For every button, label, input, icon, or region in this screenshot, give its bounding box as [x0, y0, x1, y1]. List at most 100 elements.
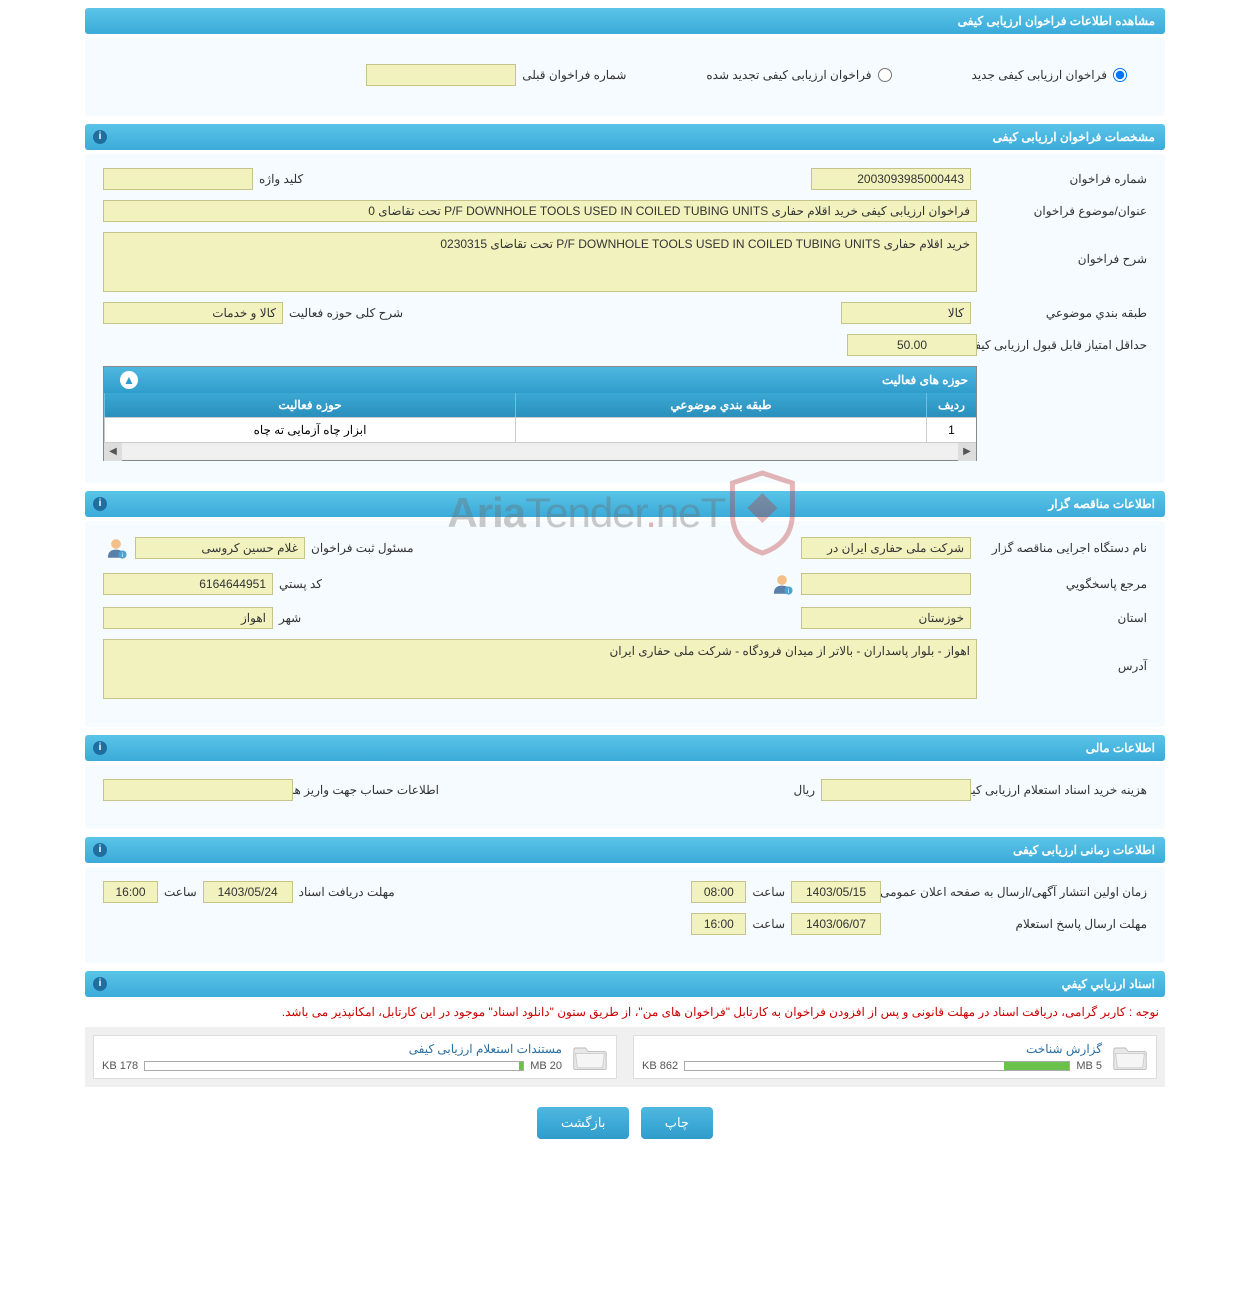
info-icon: i: [93, 843, 107, 857]
category-value: کالا: [841, 302, 971, 324]
subject-value: فراخوان ارزیابی کیفی خرید اقلام حفاری P/…: [103, 200, 977, 222]
address-label: آدرس: [977, 639, 1147, 673]
col-header-row: ردیف: [926, 393, 976, 417]
doc-card[interactable]: گزارش شناخت 5 MB 862 KB: [633, 1035, 1157, 1079]
receive-time: 16:00: [103, 881, 158, 903]
address-value: اهواز - بلوار پاسداران - بالاتر از میدان…: [103, 639, 977, 699]
spec-section-title: مشخصات فراخوان ارزیابی کیفی: [993, 130, 1155, 144]
keyword-value: [103, 168, 253, 190]
doc-title: گزارش شناخت: [642, 1042, 1102, 1056]
receive-date: 1403/05/24: [203, 881, 293, 903]
doc-max-size: 20 MB: [530, 1060, 562, 1072]
postal-label: کد پستي: [279, 577, 322, 591]
fin-section-header: اطلاعات مالی i: [85, 735, 1165, 761]
info-icon: i: [93, 497, 107, 511]
radio-renewed-call[interactable]: [878, 68, 892, 82]
radio-new-label: فراخوان ارزیابی کیفی جدید: [972, 68, 1107, 82]
fin-section-title: اطلاعات مالی: [1086, 741, 1155, 755]
row-category: [515, 417, 926, 442]
table-row: 1 ابزار چاه آزمایی ته چاه: [104, 417, 976, 442]
postal-value: 6164644951: [103, 573, 273, 595]
docs-note: نوجه : کاربر گرامی، دریافت اسناد در مهلت…: [85, 997, 1165, 1027]
time-section-title: اطلاعات زمانی ارزیابی کیفی: [1013, 843, 1155, 857]
publish-time-label: ساعت: [752, 885, 785, 899]
registrar-label: مسئول ثبت فراخوان: [311, 541, 414, 555]
response-time-label: ساعت: [752, 917, 785, 931]
horizontal-scrollbar[interactable]: ▶ ◀: [104, 442, 976, 460]
agency-value: شرکت ملی حفاری ایران در: [801, 537, 971, 559]
publish-date: 1403/05/15: [791, 881, 881, 903]
scope-label: شرح کلی حوزه فعالیت: [289, 306, 403, 320]
time-section-header: اطلاعات زمانی ارزیابی کیفی i: [85, 837, 1165, 863]
user-icon: i: [103, 535, 129, 561]
info-icon: i: [93, 741, 107, 755]
contact-value: [801, 573, 971, 595]
desc-label: شرح فراخوان: [977, 232, 1147, 266]
min-score-label: حداقل امتیاز قابل قبول ارزیابی کیفی: [977, 338, 1147, 352]
publish-time: 08:00: [691, 881, 746, 903]
row-activity: ابزار چاه آزمایی ته چاه: [104, 417, 515, 442]
docs-section-body: نوجه : کاربر گرامی، دریافت اسناد در مهلت…: [85, 997, 1165, 1087]
desc-value: خرید اقلام حفاری P/F DOWNHOLE TOOLS USED…: [103, 232, 977, 292]
account-value: [103, 779, 293, 801]
min-score-value: 50.00: [847, 334, 977, 356]
call-number-value: 2003093985000443: [811, 168, 971, 190]
agency-label: نام دستگاه اجرایی مناقصه گزار: [977, 541, 1147, 555]
fin-section-body: هزینه خرید اسناد استعلام ارزیابی کیفی ري…: [85, 765, 1165, 829]
svg-text:i: i: [788, 588, 789, 595]
call-number-label: شماره فراخوان: [977, 172, 1147, 186]
receive-time-label: ساعت: [164, 885, 197, 899]
radio-renewed-label: فراخوان ارزیابی کیفی تجدید شده: [706, 68, 871, 82]
cost-value: [821, 779, 971, 801]
cost-label: هزینه خرید اسناد استعلام ارزیابی کیفی: [977, 783, 1147, 797]
province-value: خوزستان: [801, 607, 971, 629]
back-button[interactable]: بازگشت: [537, 1107, 629, 1139]
activity-table-title: حوزه های فعالیت: [882, 373, 968, 387]
spec-section-body: شماره فراخوان 2003093985000443 کلید واژه…: [85, 154, 1165, 483]
progress-bar: [684, 1061, 1070, 1071]
scope-value: کالا و خدمات: [103, 302, 283, 324]
info-icon: i: [93, 977, 107, 991]
doc-max-size: 5 MB: [1076, 1060, 1102, 1072]
page-title: مشاهده اطلاعات فراخوان ارزیابی کیفی: [958, 14, 1155, 28]
info-icon: i: [93, 130, 107, 144]
subject-label: عنوان/موضوع فراخوان: [977, 204, 1147, 218]
category-label: طبقه بندي موضوعي: [977, 306, 1147, 320]
org-section-header: اطلاعات مناقصه گزار i: [85, 491, 1165, 517]
user-icon: i: [769, 571, 795, 597]
print-button[interactable]: چاپ: [641, 1107, 713, 1139]
doc-size: 178 KB: [102, 1060, 138, 1072]
time-section-body: زمان اولین انتشار آگهی/ارسال به صفحه اعل…: [85, 867, 1165, 963]
city-value: اهواز: [103, 607, 273, 629]
receive-label: مهلت دریافت اسناد: [299, 885, 395, 899]
svg-text:i: i: [122, 552, 123, 559]
scroll-left-icon[interactable]: ◀: [104, 443, 122, 461]
keyword-label: کلید واژه: [259, 172, 303, 186]
folder-icon: [1112, 1042, 1148, 1072]
collapse-icon[interactable]: ▲: [120, 371, 138, 389]
doc-title: مستندات استعلام ارزیابی کیفی: [102, 1042, 562, 1056]
docs-section-header: اسناد ارزيابي كيفي i: [85, 971, 1165, 997]
row-index: 1: [926, 417, 976, 442]
prev-call-number-value: [366, 64, 516, 86]
docs-section-title: اسناد ارزيابي كيفي: [1062, 977, 1155, 991]
city-label: شهر: [279, 611, 301, 625]
prev-call-number-label: شماره فراخوان قبلی: [522, 68, 626, 82]
response-label: مهلت ارسال پاسخ استعلام: [887, 917, 1147, 931]
scroll-right-icon[interactable]: ▶: [958, 443, 976, 461]
spec-section-header: مشخصات فراخوان ارزیابی کیفی i: [85, 124, 1165, 150]
activity-table: حوزه های فعالیت ▲ ردیف طبقه بندي موضوعي …: [103, 366, 977, 461]
radio-new-call[interactable]: [1113, 68, 1127, 82]
org-section-title: اطلاعات مناقصه گزار: [1048, 497, 1155, 511]
province-label: استان: [977, 611, 1147, 625]
contact-label: مرجع پاسخگويي: [977, 577, 1147, 591]
folder-icon: [572, 1042, 608, 1072]
progress-bar: [144, 1061, 524, 1071]
registrar-value: غلام حسین کروسی: [135, 537, 305, 559]
col-header-activity: حوزه فعالیت: [104, 393, 515, 417]
doc-size: 862 KB: [642, 1060, 678, 1072]
doc-card[interactable]: مستندات استعلام ارزیابی کیفی 20 MB 178 K…: [93, 1035, 617, 1079]
call-type-section: فراخوان ارزیابی کیفی جدید فراخوان ارزیاب…: [85, 38, 1165, 116]
account-label: اطلاعات حساب جهت واریز هزینه خرید اسناد: [299, 783, 439, 797]
rial-label: ريال: [793, 783, 815, 797]
